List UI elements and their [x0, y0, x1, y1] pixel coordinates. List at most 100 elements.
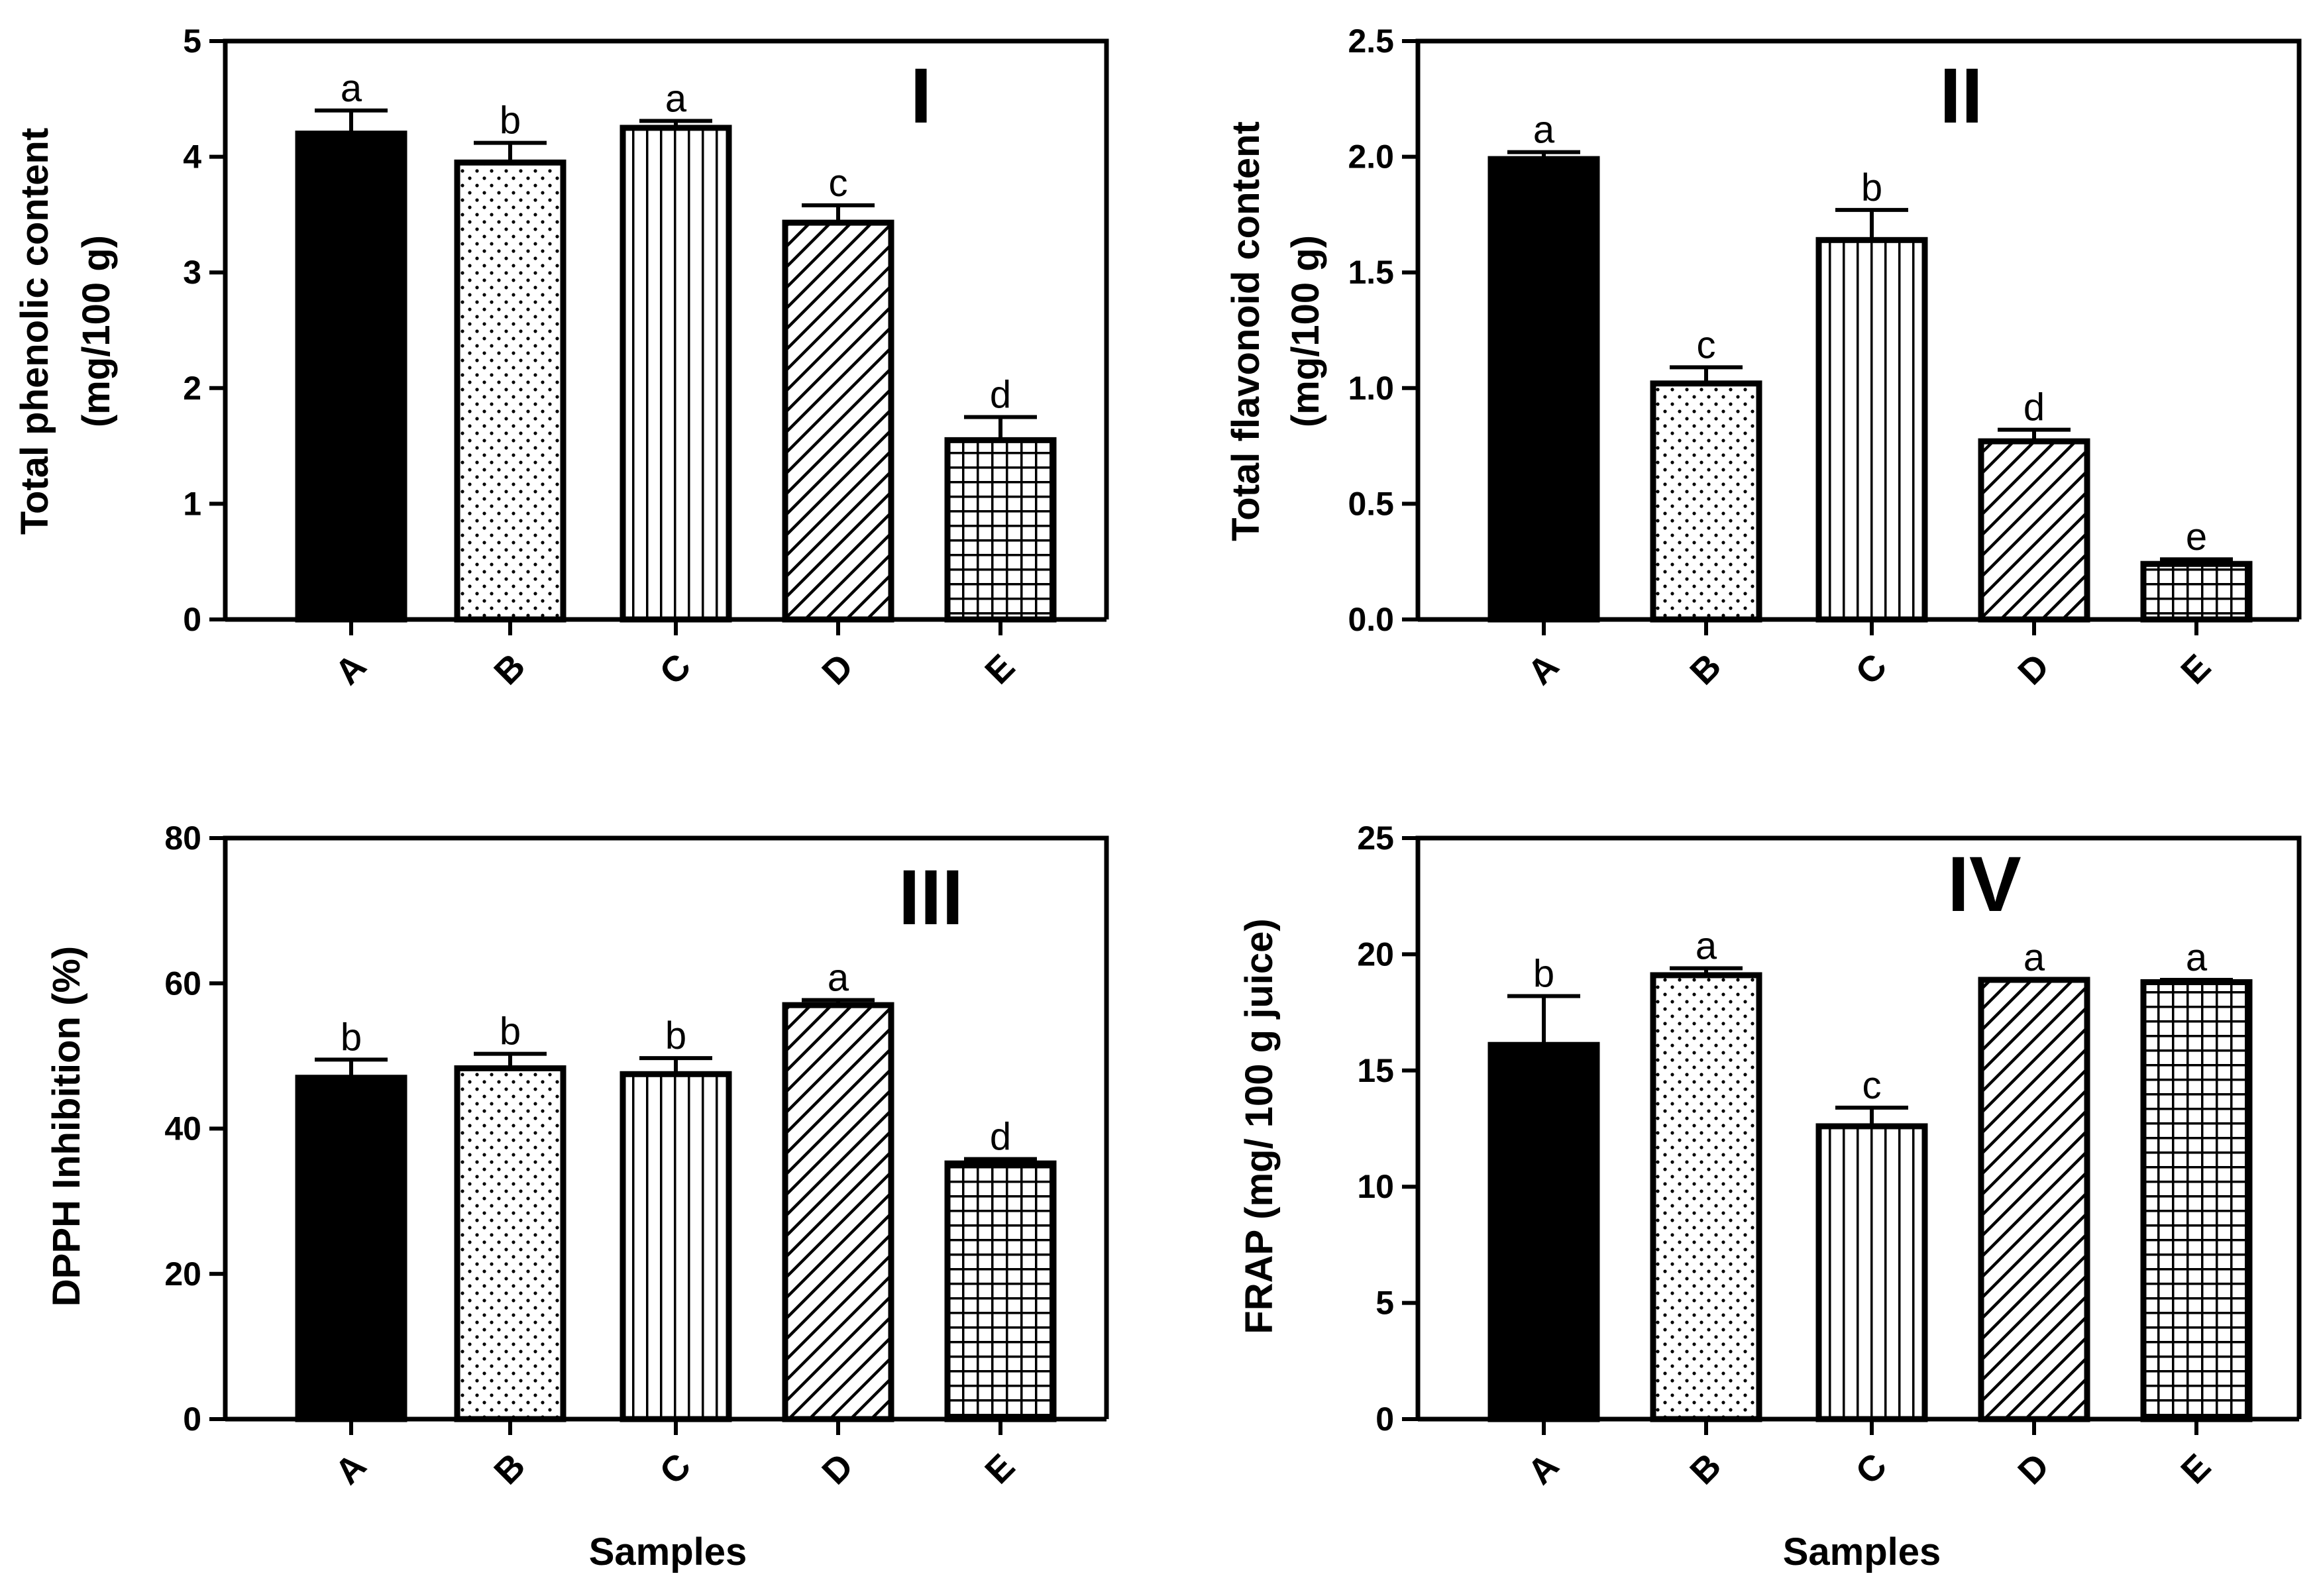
- bar-D: [1978, 977, 2090, 1422]
- error-bar: [802, 203, 875, 223]
- x-tick-label: B: [1682, 646, 1729, 692]
- x-tick-label: D: [814, 646, 861, 692]
- y-tick-label: 0.0: [1348, 601, 1394, 638]
- significance-letter: c: [829, 162, 848, 205]
- significance-letter: d: [2023, 386, 2045, 429]
- error-bar: [1670, 365, 1743, 384]
- bar-D: [1978, 438, 2090, 623]
- x-tick-label: C: [1848, 1446, 1894, 1492]
- error-bar: [1507, 994, 1580, 1045]
- y-tick-label: 5: [1375, 1285, 1394, 1322]
- chart-panel-I: I Total phenolic content (mg/100 g) 0 1 2 3…: [13, 23, 1109, 692]
- significance-letter: a: [1533, 109, 1555, 152]
- x-tick-label: E: [2173, 647, 2218, 692]
- significance-letter: b: [500, 99, 521, 142]
- y-tick-label: 20: [164, 1255, 201, 1293]
- significance-letter: a: [1696, 924, 1717, 967]
- y-tick-label: 0: [183, 1401, 201, 1438]
- error-bar: [1507, 150, 1580, 160]
- error-bar: [1835, 207, 1908, 240]
- x-tick-label: E: [2173, 1446, 2218, 1491]
- y-tick-label: 2.5: [1348, 23, 1394, 60]
- y-tick-label: 1.0: [1348, 370, 1394, 407]
- x-tick-label: B: [1682, 1446, 1729, 1492]
- x-tick-label: A: [327, 1446, 374, 1492]
- bar-B: [1650, 380, 1762, 623]
- significance-letter: e: [2186, 515, 2207, 559]
- error-bar: [2160, 977, 2233, 983]
- chart-panel-IV: IV FRAP (mg/ 100 g juice) Samples 0 5 10 15…: [1238, 820, 2302, 1573]
- significance-letter: a: [665, 77, 687, 120]
- error-bar: [315, 108, 388, 134]
- y-tick-label: 0: [183, 601, 201, 638]
- error-bar: [315, 1057, 388, 1078]
- bar-B: [454, 1065, 566, 1422]
- x-tick-label: D: [814, 1446, 861, 1492]
- error-bar: [639, 1056, 712, 1075]
- y-axis-title: FRAP (mg/ 100 g juice): [1238, 918, 1281, 1334]
- bar-B: [454, 159, 566, 623]
- bar-A: [1487, 156, 1600, 623]
- significance-letter: b: [1533, 953, 1554, 996]
- bar-E: [944, 437, 1057, 623]
- error-bar: [474, 1051, 547, 1069]
- y-tick-label: 0: [1375, 1401, 1394, 1438]
- y-tick-label: 20: [1357, 935, 1394, 973]
- error-bar: [802, 998, 875, 1006]
- x-tick-label: C: [652, 646, 698, 692]
- x-axis-title: Samples: [589, 1530, 747, 1573]
- panel-label: III: [898, 854, 963, 941]
- x-tick-label: C: [652, 1446, 698, 1492]
- y-axis-title-line-2: (mg/100 g): [1284, 235, 1327, 427]
- x-tick-label: D: [2010, 646, 2057, 692]
- significance-letter: d: [990, 373, 1011, 416]
- significance-letter: b: [665, 1014, 686, 1057]
- y-axis-title-line-1: Total phenolic content: [13, 128, 56, 535]
- axis-frame: [223, 38, 1109, 619]
- error-bar: [964, 415, 1037, 441]
- significance-letter: b: [341, 1016, 362, 1059]
- bar-D: [782, 219, 894, 623]
- y-tick-label: 4: [183, 138, 201, 176]
- panel-label: IV: [1947, 841, 2022, 928]
- y-axis-title-line-1: Total flavonoid content: [1224, 121, 1267, 541]
- panel-label: II: [1939, 52, 1983, 140]
- significance-letter: a: [2023, 936, 2045, 979]
- y-tick-label: 80: [164, 820, 201, 857]
- chart-panel-III: III DPPH Inhibition (%) Samples 0 20 40 60 8…: [45, 820, 1109, 1573]
- bar-C: [620, 125, 732, 623]
- bar-E: [2140, 560, 2253, 623]
- bar-B: [1650, 972, 1762, 1422]
- bar-D: [782, 1002, 894, 1422]
- x-axis-title: Samples: [1783, 1530, 1941, 1573]
- x-tick-label: B: [486, 646, 533, 692]
- significance-letter: d: [990, 1116, 1011, 1159]
- error-bar: [2160, 557, 2233, 564]
- x-tick-label: C: [1848, 646, 1894, 692]
- x-tick-label: D: [2010, 1446, 2057, 1492]
- bar-C: [1815, 237, 1928, 623]
- bar-E: [2140, 979, 2253, 1422]
- error-bar: [1670, 966, 1743, 975]
- x-tick-label: A: [1520, 646, 1566, 692]
- y-tick-label: 5: [183, 23, 201, 60]
- bar-C: [620, 1071, 732, 1422]
- y-tick-label: 1.5: [1348, 254, 1394, 291]
- significance-letter: c: [1697, 323, 1716, 366]
- bar-A: [1487, 1041, 1600, 1422]
- y-tick-label: 15: [1357, 1052, 1394, 1089]
- y-tick-label: 3: [183, 254, 201, 291]
- y-tick-label: 10: [1357, 1168, 1394, 1205]
- error-bar: [964, 1157, 1037, 1164]
- significance-letter: c: [1862, 1064, 1882, 1107]
- y-tick-label: 40: [164, 1110, 201, 1147]
- chart-panel-II: II Total flavonoid content (mg/100 g) 0.…: [1224, 23, 2302, 692]
- bar-E: [944, 1160, 1057, 1422]
- y-tick-label: 1: [183, 485, 201, 522]
- y-tick-label: 2: [183, 370, 201, 407]
- error-bar: [1835, 1105, 1908, 1126]
- x-tick-label: A: [327, 646, 374, 692]
- y-tick-label: 60: [164, 965, 201, 1002]
- significance-letter: a: [2186, 936, 2208, 979]
